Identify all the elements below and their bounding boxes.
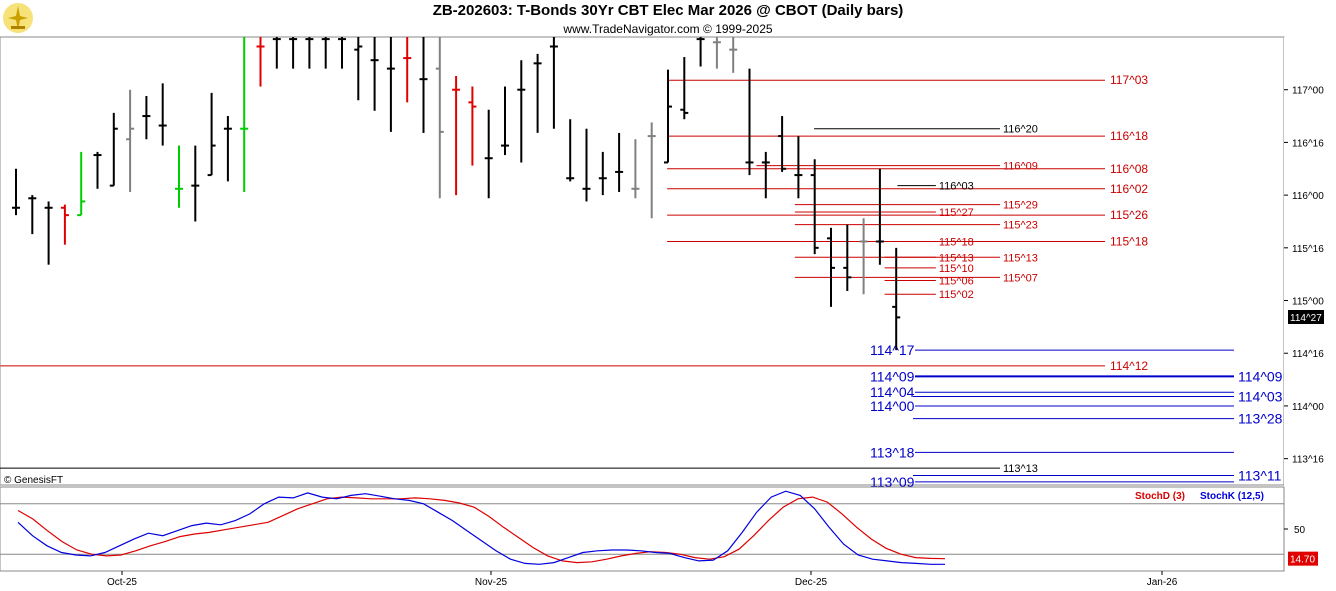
mid-level-label: 115^18	[939, 236, 974, 248]
support-level-label-right: 113^11	[1238, 468, 1282, 484]
date-axis: Oct-25 Nov-25 Dec-25 Jan-26	[0, 570, 1284, 588]
watermark-text: © GenesisFT	[4, 475, 63, 486]
price-panel-frame	[0, 36, 1285, 486]
app-logo-icon	[2, 2, 34, 34]
price-bars	[12, 37, 901, 351]
mid-level-label: 115^07	[1003, 272, 1038, 284]
resistance-level-label: 115^18	[1110, 234, 1148, 248]
mid-level-label: 116^03	[939, 181, 974, 193]
stoch-value-label: 14.70	[1290, 555, 1315, 566]
stoch-tick-label: 50	[1294, 525, 1306, 536]
resistance-level-label: 114^12	[1110, 359, 1148, 373]
y-tick-label: 116^00	[1292, 191, 1324, 202]
support-level-label-right: 114^09	[1238, 368, 1283, 384]
y-tick-label: 115^00	[1292, 297, 1324, 308]
stoch-series-line	[17, 496, 946, 564]
stochastic-panel: 50 StochD (3) StochK (12,5) 14.70	[0, 486, 1318, 572]
y-tick-label: 116^16	[1292, 138, 1324, 149]
mid-level-label: 116^09	[1003, 161, 1038, 173]
mid-level-label: 116^20	[1003, 124, 1038, 136]
support-level-label-right: 113^28	[1238, 411, 1283, 427]
y-tick-label: 114^00	[1292, 402, 1324, 413]
support-level-label: 114^00	[870, 398, 915, 414]
y-tick-label: 113^16	[1292, 455, 1324, 466]
support-level-label: 113^18	[870, 444, 915, 460]
mid-level-label: 113^13	[1003, 463, 1038, 475]
last-price-tag	[1288, 310, 1324, 324]
mid-level-label: 115^10	[939, 263, 974, 275]
x-tick-label: Nov-25	[475, 577, 508, 588]
resistance-level-label: 116^08	[1110, 162, 1148, 176]
resistance-level-label: 116^02	[1110, 182, 1148, 196]
support-level-label: 114^09	[870, 368, 915, 384]
support-level-label: 114^17	[870, 342, 915, 358]
support-level-label-right: 114^03	[1238, 388, 1283, 404]
mid-level-label: 115^13	[1003, 252, 1038, 264]
stochastic-panel-frame	[0, 486, 1285, 572]
resistance-level-label: 117^03	[1110, 73, 1148, 87]
mid-level-label: 115^23	[1003, 220, 1038, 232]
stoch-series-line	[17, 490, 945, 565]
mid-level-label: 115^13	[939, 252, 974, 264]
support-level-label: 113^09	[870, 474, 915, 490]
stoch-legend-item: StochD (3)	[1135, 491, 1185, 502]
mid-level-label: 115^27	[939, 207, 974, 219]
mid-level-label: 115^02	[939, 289, 974, 301]
mid-level-label: 115^29	[1003, 200, 1038, 212]
chart-title: ZB-202603: T-Bonds 30Yr CBT Elec Mar 202…	[432, 2, 904, 19]
axis-background	[1284, 37, 1336, 571]
x-tick-label: Jan-26	[1147, 577, 1178, 588]
y-tick-label: 114^16	[1292, 349, 1324, 360]
price-panel: © GenesisFT	[0, 36, 1336, 571]
price-axis: 117^00 116^16 116^00 115^16 115^00 114^16 114^…	[1284, 86, 1324, 466]
y-tick-label: 117^00	[1292, 86, 1324, 97]
y-tick-label: 115^16	[1292, 244, 1324, 255]
mid-level-label: 115^06	[939, 276, 974, 288]
price-levels: 117^03 116^18 116^08 116^02 115^26 115^18 114^…	[0, 73, 1283, 490]
last-price-label: 114^27	[1290, 313, 1322, 324]
resistance-level-label: 116^18	[1110, 129, 1148, 143]
chart-subtitle: www.TradeNavigator.com © 1999-2025	[563, 22, 773, 36]
resistance-level-label: 115^26	[1110, 208, 1148, 222]
x-tick-label: Oct-25	[107, 577, 137, 588]
stoch-legend-item: StochK (12,5)	[1200, 491, 1264, 502]
stoch-value-tag	[1288, 551, 1318, 566]
support-level-label: 114^04	[870, 384, 915, 400]
x-tick-label: Dec-25	[795, 577, 828, 588]
